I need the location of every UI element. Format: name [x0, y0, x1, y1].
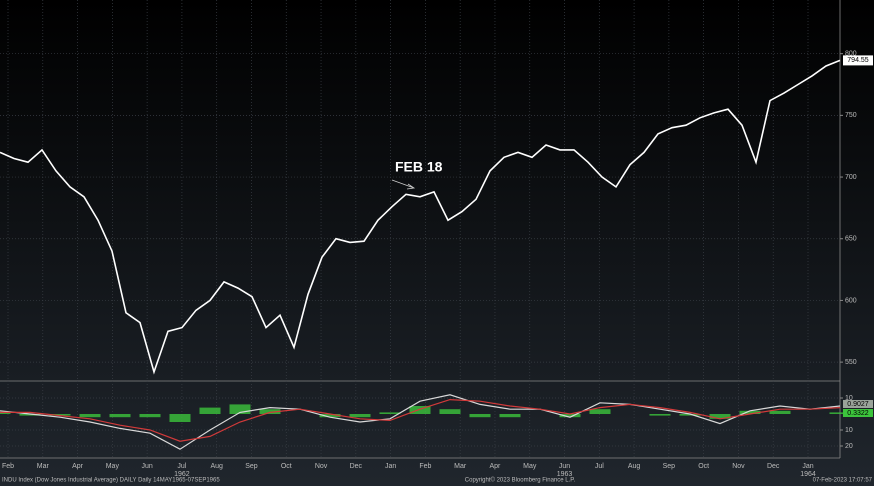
histogram-bar — [259, 409, 281, 414]
histogram-bar — [439, 409, 461, 414]
histogram-bar — [379, 412, 401, 414]
readout-label: 0.9027 — [847, 401, 869, 408]
readout-badge — [843, 409, 873, 417]
x-tick-label: Feb — [2, 463, 14, 470]
footer-left: INDU Index (Dow Jones Industrial Average… — [2, 478, 220, 484]
year-label: 1964 — [800, 471, 816, 478]
histogram-bar — [19, 414, 41, 416]
histogram-bar — [229, 404, 251, 414]
histogram-bar — [79, 414, 101, 418]
x-tick-label: Nov — [732, 463, 745, 470]
histogram-bar — [199, 407, 221, 414]
year-label: 1963 — [557, 471, 573, 478]
histogram-bar — [649, 414, 671, 416]
year-label: 1962 — [174, 471, 190, 478]
x-tick-label: Mar — [454, 463, 467, 470]
x-tick-label: Jan — [385, 463, 396, 470]
x-tick-label: May — [106, 463, 120, 470]
x-tick-label: May — [523, 463, 537, 470]
histogram-bar — [559, 414, 581, 418]
histogram-bar — [679, 414, 701, 416]
x-tick-label: Apr — [490, 463, 502, 470]
x-tick-label: Jan — [802, 463, 813, 470]
x-tick-label: Feb — [419, 463, 431, 470]
x-tick-label: Jun — [559, 463, 570, 470]
x-tick-label: Aug — [210, 463, 223, 470]
y-tick-label: 700 — [845, 174, 857, 181]
histogram-bar — [319, 414, 341, 418]
last-value-label: 794.55 — [847, 57, 869, 64]
histogram-bar — [769, 410, 791, 414]
annotation: FEB 18 — [395, 159, 443, 175]
footer-center: Copyright© 2023 Bloomberg Finance L.P. — [465, 477, 576, 484]
histogram-bar — [499, 414, 521, 418]
histogram-bar — [349, 414, 371, 418]
histogram-bar — [739, 410, 761, 414]
indicator-line — [0, 398, 841, 442]
histogram-bar — [139, 414, 161, 418]
y-tick-label: 600 — [845, 297, 857, 304]
last-value-badge — [843, 55, 873, 66]
x-tick-label: Mar — [37, 463, 50, 470]
histogram-bar — [469, 414, 491, 418]
histogram-bar — [709, 414, 731, 419]
x-tick-label: Aug — [628, 463, 641, 470]
x-tick-label: Nov — [315, 463, 328, 470]
x-tick-label: Jun — [141, 463, 152, 470]
y-tick-label: 750 — [845, 112, 857, 119]
y-tick-label: 20 — [845, 443, 853, 450]
histogram-bar — [829, 412, 851, 414]
x-tick-label: Oct — [698, 463, 709, 470]
x-tick-label: Sep — [663, 463, 676, 470]
x-tick-label: Apr — [72, 463, 84, 470]
histogram-bar — [49, 414, 71, 416]
price-line — [0, 59, 841, 375]
y-tick-label: 800 — [845, 51, 857, 58]
histogram-bar — [109, 414, 131, 418]
y-tick-label: 550 — [845, 359, 857, 366]
x-tick-label: Jul — [177, 463, 186, 470]
x-tick-label: Dec — [767, 463, 780, 470]
histogram-bar — [589, 409, 611, 414]
y-tick-label: 10 — [845, 427, 853, 434]
footer-right: 07-Feb-2023 17:07:57 — [813, 478, 873, 484]
annotation-arrow — [391, 179, 416, 190]
x-tick-label: Oct — [281, 463, 292, 470]
histogram-bar — [0, 412, 11, 414]
histogram-bar — [409, 406, 431, 414]
x-tick-label: Sep — [245, 463, 258, 470]
x-tick-label: Jul — [595, 463, 604, 470]
indicator-line — [0, 394, 841, 450]
y-tick-label: 10 — [845, 395, 853, 402]
y-tick-label: 650 — [845, 236, 857, 243]
x-tick-label: Dec — [350, 463, 363, 470]
histogram-bar — [169, 414, 191, 422]
readout-label: 0.3322 — [847, 410, 869, 417]
readout-badge — [843, 400, 873, 408]
